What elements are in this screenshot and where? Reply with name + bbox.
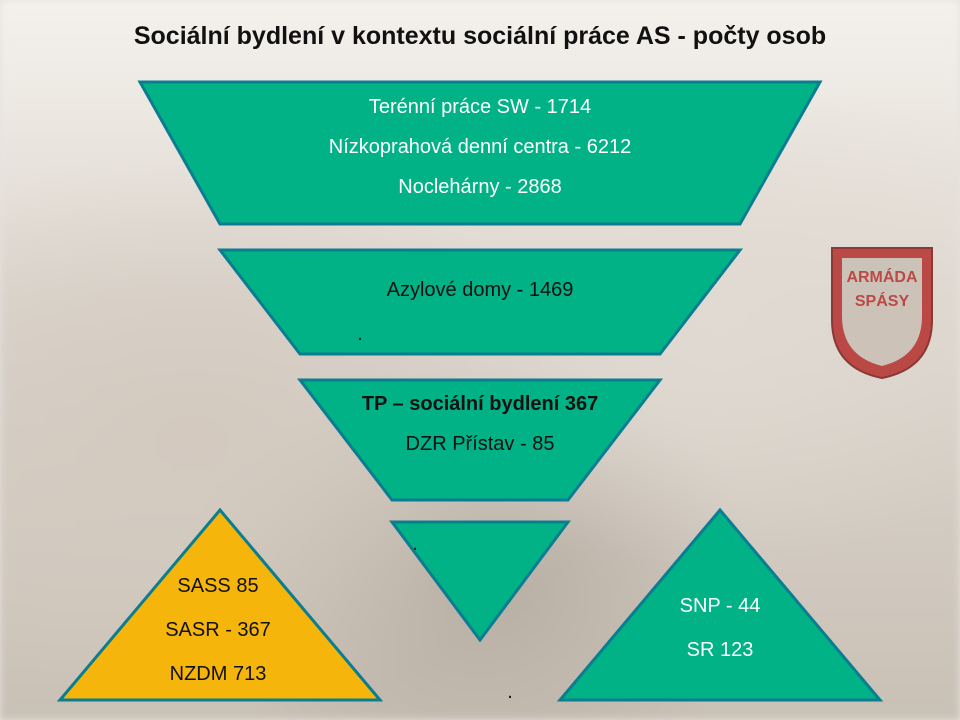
triangle-left-line-0: SASS 85 [177,575,258,597]
funnel-layer-0-line-2: Noclehárny - 2868 [398,176,561,198]
funnel-layer-1-line-1: . [357,323,363,345]
funnel-layer-2-line-0: TP – sociální bydlení 367 [362,393,598,415]
triangle-right-line-1: SR 123 [687,639,754,661]
triangle-left-line-1: SASR - 367 [165,619,271,641]
funnel-layer-3-line-0: . [412,533,418,555]
funnel-layer-0-line-1: Nízkoprahová denní centra - 6212 [329,136,631,158]
funnel-layer-3 [392,522,568,640]
diagram-canvas: Terénní práce SW - 1714 Nízkoprahová denn… [0,0,960,720]
funnel-layer-1 [220,250,740,354]
triangle-left-line-2: NZDM 713 [170,663,267,685]
triangle-right-line-0: SNP - 44 [680,595,761,617]
funnel-layer-1-line-0: Azylové domy - 1469 [387,279,574,301]
dot-between-triangles: . [507,681,513,703]
funnel-layer-2-line-1: DZR Přístav - 85 [406,433,555,455]
funnel-layer-0-line-0: Terénní práce SW - 1714 [369,96,591,118]
